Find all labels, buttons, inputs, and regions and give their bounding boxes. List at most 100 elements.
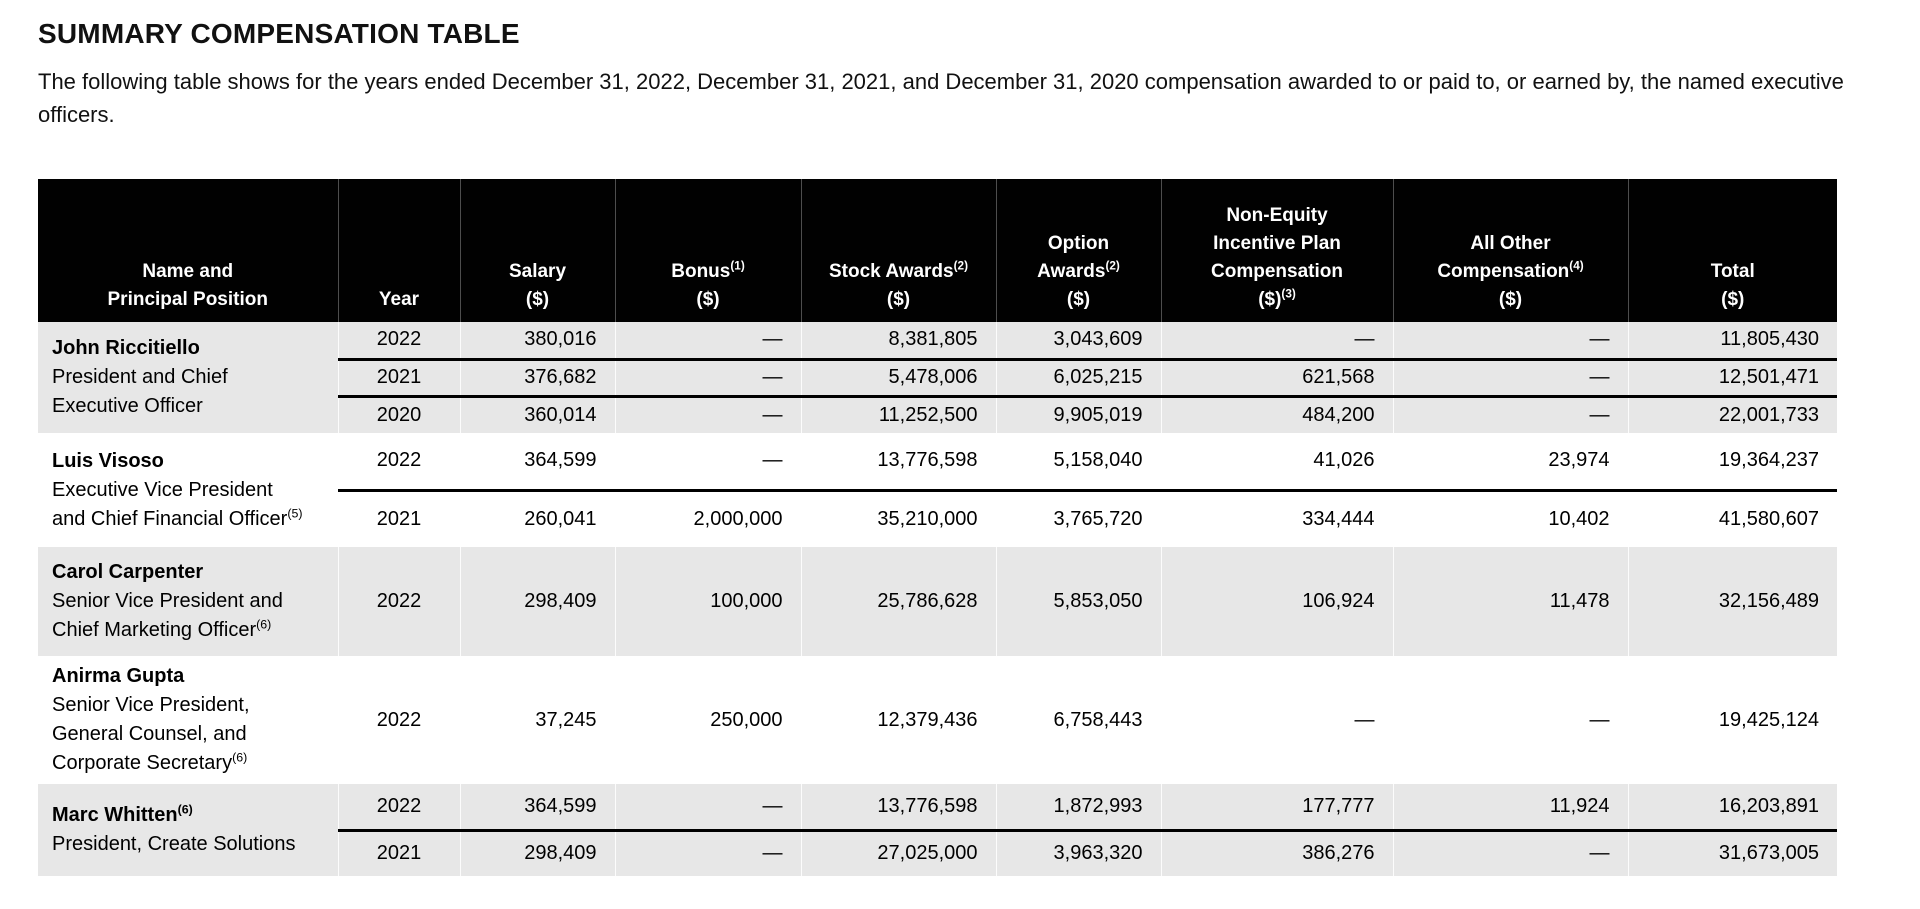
header-line: ($)(3) xyxy=(1166,286,1389,314)
cell-non_equity: — xyxy=(1160,322,1393,359)
table-row: Marc Whitten(6) President, Create Solutio… xyxy=(38,784,1837,855)
executive-position-line: President and Chief xyxy=(52,363,332,392)
cell-all_other: 11,478 xyxy=(1392,547,1628,656)
header-line: Compensation xyxy=(1166,258,1389,286)
header-line: Principal Position xyxy=(42,286,334,314)
header-line: Year xyxy=(343,286,456,314)
cell-total: 41,580,607 xyxy=(1627,488,1837,547)
text-segment: and Chief Financial Officer xyxy=(52,507,288,530)
text-segment: General Counsel, and xyxy=(52,723,247,745)
executive-position-line: President, Create Solutions xyxy=(52,830,332,859)
text-segment: Stock Awards xyxy=(829,261,954,282)
cell-option: 5,853,050 xyxy=(995,547,1161,656)
cell-all_other: — xyxy=(1392,394,1628,433)
executive-position-line: Senior Vice President, xyxy=(52,691,332,720)
column-header-total: Total ($) xyxy=(1627,179,1837,322)
text-segment: Chief Marketing Officer xyxy=(52,619,257,641)
text-segment: President, Create Solutions xyxy=(52,833,296,855)
header-line: Awards(2) xyxy=(1001,258,1157,286)
cell-year: 2020 xyxy=(337,394,460,433)
header-line: Total xyxy=(1633,258,1834,286)
footnote-superscript: (6) xyxy=(177,802,193,817)
executive-position-line: Executive Officer xyxy=(52,392,332,421)
text-segment: ($) xyxy=(1498,289,1523,310)
text-segment: Total xyxy=(1710,261,1755,282)
cell-stock: 25,786,628 xyxy=(800,547,996,656)
cell-total: 22,001,733 xyxy=(1627,394,1837,433)
text-segment: Luis Visoso xyxy=(52,449,164,472)
footnote-superscript: (6) xyxy=(232,750,248,765)
cell-all_other: — xyxy=(1392,828,1628,876)
text-segment: Principal Position xyxy=(107,289,268,310)
table-row: 2020 360,014—11,252,500 9,905,019 484,200—2… xyxy=(38,394,1837,433)
executive-name: Luis Visoso xyxy=(52,447,332,476)
cell-option: 3,043,609 xyxy=(995,322,1161,359)
executive-position-line: Senior Vice President and xyxy=(52,587,332,616)
cell-bonus: — xyxy=(614,357,801,396)
text-segment: Compensation xyxy=(1437,261,1570,282)
header-line: Stock Awards(2) xyxy=(806,258,992,286)
table-row: Carol Carpenter Senior Vice President and… xyxy=(38,547,1837,656)
cell-non_equity: 621,568 xyxy=(1160,357,1393,396)
header-line: Salary xyxy=(465,258,611,286)
header-line: ($) xyxy=(1633,286,1834,314)
footnote-superscript: (3) xyxy=(1281,287,1296,301)
cell-total: 32,156,489 xyxy=(1627,547,1837,656)
cell-total: 31,673,005 xyxy=(1627,828,1837,876)
intro-text: The following table shows for the years … xyxy=(38,69,1844,127)
cell-total: 19,425,124 xyxy=(1627,656,1837,784)
footnote-superscript: (2) xyxy=(1105,259,1120,273)
table-row: Luis Visoso Executive Vice President and C… xyxy=(38,433,1837,530)
cell-year: 2022 xyxy=(337,784,460,830)
header-line: Bonus(1) xyxy=(620,258,797,286)
column-header-year: Year xyxy=(337,179,460,322)
cell-bonus: 2,000,000 xyxy=(614,488,801,547)
text-segment: Corporate Secretary xyxy=(52,752,233,774)
cell-non_equity: 484,200 xyxy=(1160,394,1393,433)
cell-bonus: — xyxy=(614,322,801,359)
cell-all_other: 10,402 xyxy=(1392,488,1628,547)
text-segment: Name and xyxy=(142,261,234,282)
header-line: ($) xyxy=(1398,286,1624,314)
cell-stock: 8,381,805 xyxy=(800,322,996,359)
cell-year: 2022 xyxy=(337,547,460,656)
text-segment: Option xyxy=(1047,233,1110,254)
cell-bonus: 250,000 xyxy=(614,656,801,784)
cell-year: 2021 xyxy=(337,357,460,396)
document-page: SUMMARY COMPENSATION TABLE The following… xyxy=(38,0,1890,876)
cell-all_other: — xyxy=(1392,322,1628,359)
text-segment: ($) xyxy=(1066,289,1091,310)
cell-salary: 260,041 xyxy=(459,488,615,547)
column-header-salary: Salary ($) xyxy=(459,179,615,322)
summary-compensation-table: Name and Principal Position Year Salary ($) B… xyxy=(38,179,1837,876)
table-row: 2021 376,682—5,478,006 6,025,215 621,568—12… xyxy=(38,357,1837,396)
cell-year: 2021 xyxy=(337,488,460,547)
text-segment: Anirma Gupta xyxy=(52,665,185,687)
cell-all_other: 11,924 xyxy=(1392,784,1628,830)
text-segment: ($) xyxy=(1258,289,1282,310)
text-segment: John Riccitiello xyxy=(52,337,200,359)
executive-position-line: General Counsel, and xyxy=(52,720,332,749)
header-line: ($) xyxy=(620,286,797,314)
cell-non_equity: 106,924 xyxy=(1160,547,1393,656)
text-segment: Compensation xyxy=(1211,261,1343,282)
column-header-option: Option Awards(2) ($) xyxy=(995,179,1161,322)
cell-salary: 376,682 xyxy=(459,357,615,396)
text-segment: Bonus xyxy=(671,261,731,282)
text-segment: Executive Vice President xyxy=(52,478,273,501)
cell-total: 12,501,471 xyxy=(1627,357,1837,396)
cell-stock: 5,478,006 xyxy=(800,357,996,396)
header-line: Non-Equity xyxy=(1166,202,1389,230)
footnote-superscript: (4) xyxy=(1569,259,1584,273)
table-row: Anirma Gupta Senior Vice President, Genera… xyxy=(38,656,1837,784)
text-segment: Incentive Plan xyxy=(1213,233,1341,254)
cell-salary: 298,409 xyxy=(459,547,615,656)
table-header-row: Name and Principal Position Year Salary ($) B… xyxy=(38,179,1837,322)
cell-option: 6,025,215 xyxy=(995,357,1161,396)
text-segment: Senior Vice President, xyxy=(52,694,250,716)
cell-total: 11,805,430 xyxy=(1627,322,1837,359)
cell-salary: 37,245 xyxy=(459,656,615,784)
executive-name-cell: Luis Visoso Executive Vice President and C… xyxy=(38,433,338,547)
cell-option: 5,158,040 xyxy=(995,433,1161,490)
cell-total: 16,203,891 xyxy=(1627,784,1837,830)
